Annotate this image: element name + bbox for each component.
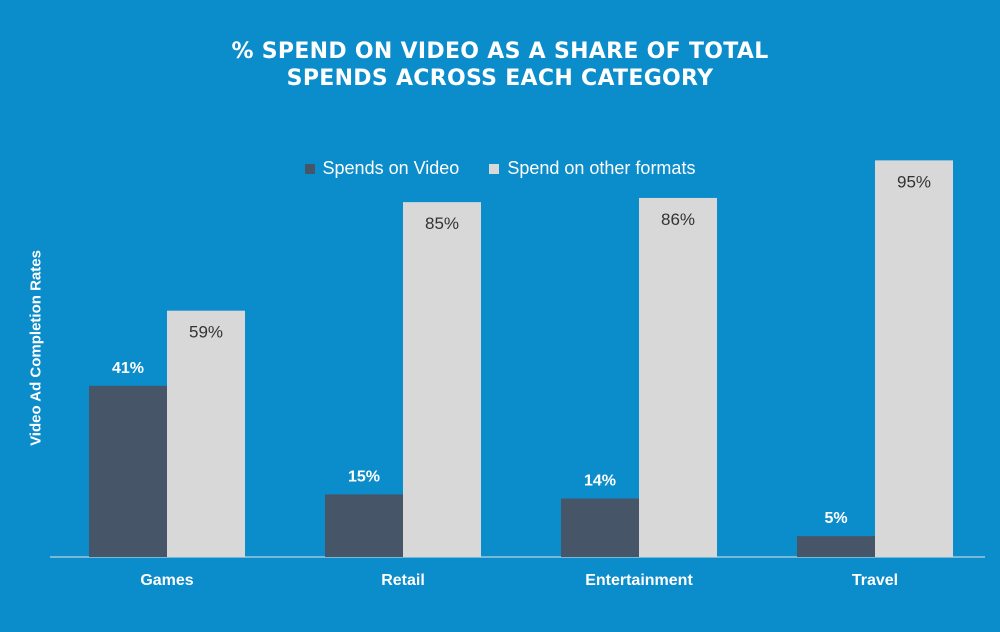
bar-other-entertainment	[639, 197, 717, 557]
chart-legend: Spends on Video Spend on other formats	[0, 158, 1000, 179]
bar-video-entertainment	[561, 498, 639, 557]
data-label-video-travel: 5%	[824, 510, 847, 527]
bar-other-retail	[403, 202, 481, 557]
legend-item-other: Spend on other formats	[489, 158, 695, 179]
bar-video-travel	[797, 536, 875, 557]
data-label-other-entertainment: 86%	[661, 210, 695, 229]
x-tick-label-travel: Travel	[852, 572, 898, 589]
legend-swatch-video	[304, 163, 315, 174]
data-label-other-retail: 85%	[425, 214, 459, 233]
bar-video-retail	[325, 494, 403, 557]
x-tick-label-entertainment: Entertainment	[585, 572, 693, 589]
bar-video-games	[89, 385, 167, 557]
legend-item-video: Spends on Video	[304, 158, 460, 179]
data-label-other-games: 59%	[189, 323, 223, 342]
data-label-other-travel: 95%	[897, 172, 931, 191]
legend-swatch-other	[489, 163, 500, 174]
chart-title-line-1: % SPEND ON VIDEO AS A SHARE OF TOTAL	[231, 39, 769, 64]
data-label-video-games: 41%	[112, 360, 144, 377]
legend-label-video: Spends on Video	[322, 158, 460, 178]
data-label-video-retail: 15%	[348, 468, 380, 485]
x-tick-label-games: Games	[140, 572, 193, 589]
legend-label-other: Spend on other formats	[507, 158, 696, 178]
chart-title: % SPEND ON VIDEO AS A SHARE OF TOTAL SPE…	[0, 38, 1000, 92]
data-label-video-entertainment: 14%	[584, 473, 616, 490]
bar-other-travel	[875, 160, 953, 557]
bar-other-games	[167, 310, 245, 557]
chart-title-line-2: SPENDS ACROSS EACH CATEGORY	[286, 66, 714, 91]
x-tick-label-retail: Retail	[381, 572, 425, 589]
